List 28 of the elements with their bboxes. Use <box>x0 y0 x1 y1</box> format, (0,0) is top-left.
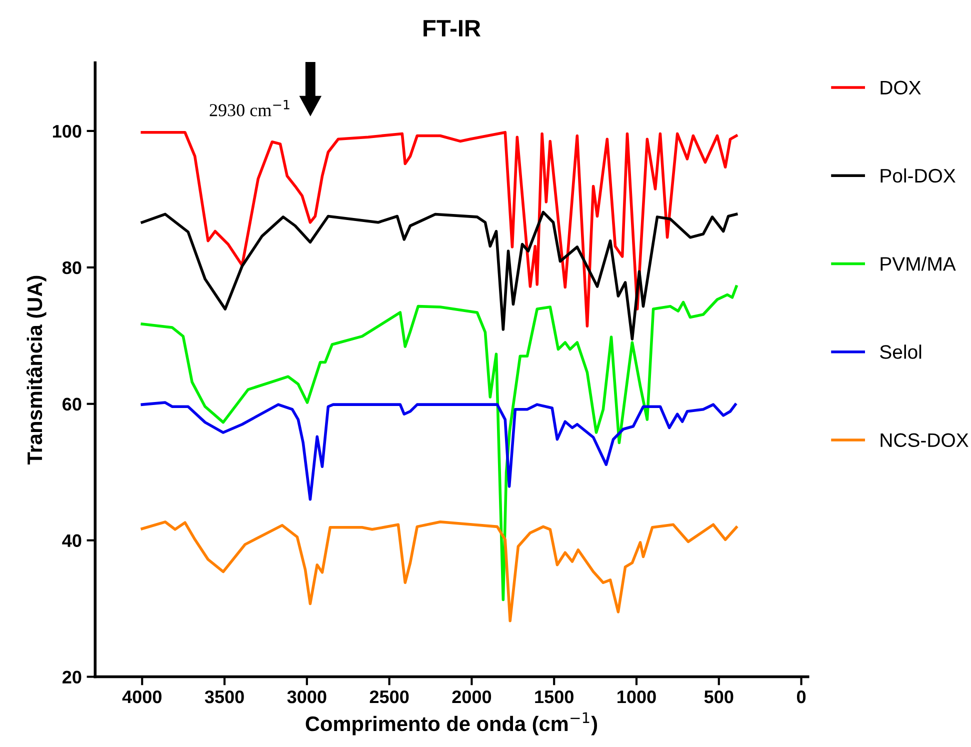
x-tick-label: 4000 <box>122 690 162 704</box>
legend-label: NCS-DOX <box>880 433 968 448</box>
line-series <box>140 520 738 622</box>
x-tick-label: 500 <box>704 690 734 704</box>
y-axis-title: Transmitância (UA) <box>26 276 46 464</box>
y-tick-label: 40 <box>62 534 82 548</box>
line-series <box>140 210 738 340</box>
legend-label: Selol <box>880 344 922 359</box>
x-tick-label: 3500 <box>204 690 244 704</box>
y-tick-label: 100 <box>52 124 82 138</box>
line-series <box>140 285 738 602</box>
y-tick-label: 60 <box>62 398 82 411</box>
legend-label: DOX <box>880 80 921 95</box>
chart-title: FT-IR <box>424 20 481 36</box>
annotation: 2930 cm$^{−1}$ <box>210 100 290 116</box>
x-tick-label: 1000 <box>618 690 656 704</box>
x-tick-label: 0 <box>796 690 806 704</box>
x-tick-label: 1500 <box>535 690 574 704</box>
x-tick-label: 3000 <box>287 690 326 704</box>
y-tick-label: 80 <box>62 261 82 274</box>
x-tick-label: 2000 <box>452 690 492 704</box>
x-tick-label: 2500 <box>370 690 409 704</box>
x-axis-title: Comprimento de onda (cm$^{−1}$) <box>306 712 598 736</box>
legend-label: Pol-DOX <box>880 168 956 183</box>
line-series <box>140 130 738 328</box>
legend-label: PVM/MA <box>880 256 956 271</box>
y-tick-label: 20 <box>62 670 82 684</box>
line-series <box>140 401 737 501</box>
